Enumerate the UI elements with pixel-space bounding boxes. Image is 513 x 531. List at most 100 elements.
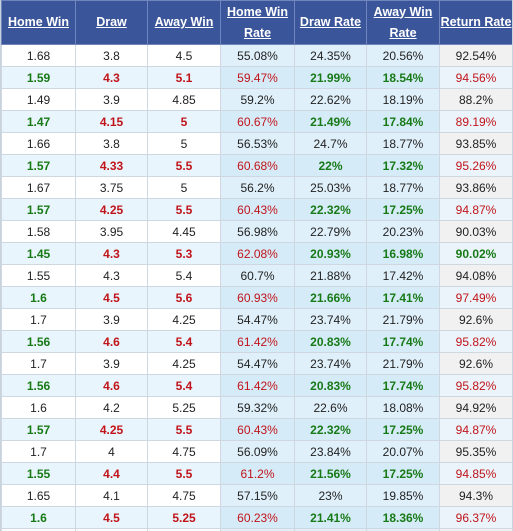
cell-away-win: 5.4 [147, 264, 221, 287]
cell-away-win: 5.3 [147, 242, 221, 265]
cell-home-win: 1.65 [1, 484, 76, 507]
cell-home-win-rate: 61.42% [220, 330, 295, 353]
cell-away-win: 4.45 [147, 220, 221, 243]
cell-home-win-rate: 59.32% [220, 396, 295, 419]
cell-home-win: 1.7 [1, 352, 76, 375]
cell-away-win: 5 [147, 176, 221, 199]
table-row: 1.47 4.15 5 60.67% 21.49% 17.84% 89.19% [1, 110, 512, 133]
table-row: 1.56 4.6 5.4 61.42% 20.83% 17.74% 95.82% [1, 374, 512, 397]
cell-away-win-rate: 20.56% [366, 44, 440, 67]
cell-home-win-rate: 57.15% [220, 484, 295, 507]
cell-home-win-rate: 60.43% [220, 418, 295, 441]
cell-draw: 4.25 [75, 418, 148, 441]
cell-draw-rate: 21.88% [294, 264, 367, 287]
cell-draw-rate: 25.03% [294, 176, 367, 199]
cell-away-win-rate: 19.85% [366, 484, 440, 507]
cell-draw: 4.33 [75, 154, 148, 177]
cell-draw-rate: 21.66% [294, 286, 367, 309]
cell-return-rate: 92.6% [439, 308, 512, 331]
cell-home-win: 1.56 [1, 330, 76, 353]
header-away-win-rate[interactable]: Away Win Rate [366, 0, 440, 45]
table-row: 1.55 4.3 5.4 60.7% 21.88% 17.42% 94.08% [1, 264, 512, 287]
cell-draw: 4.5 [75, 506, 148, 529]
cell-return-rate: 94.85% [439, 462, 512, 485]
cell-draw: 4.1 [75, 484, 148, 507]
cell-home-win-rate: 56.98% [220, 220, 295, 243]
cell-away-win-rate: 16.98% [366, 242, 440, 265]
cell-home-win-rate: 61.2% [220, 462, 295, 485]
table-row: 1.65 4.1 4.75 57.15% 23% 19.85% 94.3% [1, 484, 512, 507]
cell-draw-rate: 20.93% [294, 242, 367, 265]
cell-return-rate: 96.37% [439, 506, 512, 529]
cell-home-win: 1.55 [1, 462, 76, 485]
cell-draw: 4.2 [75, 396, 148, 419]
table-body: 1.68 3.8 4.5 55.08% 24.35% 20.56% 92.54% 1.59 4.… [1, 44, 512, 531]
cell-away-win-rate: 18.36% [366, 506, 440, 529]
table-row: 1.57 4.25 5.5 60.43% 22.32% 17.25% 94.87% [1, 198, 512, 221]
cell-draw-rate: 23.74% [294, 352, 367, 375]
cell-draw: 4.3 [75, 264, 148, 287]
cell-home-win: 1.6 [1, 286, 76, 309]
cell-away-win: 5.1 [147, 66, 221, 89]
cell-home-win-rate: 55.08% [220, 44, 295, 67]
table-row: 1.68 3.8 4.5 55.08% 24.35% 20.56% 92.54% [1, 44, 512, 67]
table-row: 1.45 4.3 5.3 62.08% 20.93% 16.98% 90.02% [1, 242, 512, 265]
cell-return-rate: 88.2% [439, 88, 512, 111]
cell-away-win: 4.85 [147, 88, 221, 111]
cell-away-win: 5.5 [147, 198, 221, 221]
header-return-rate[interactable]: Return Rate [439, 0, 512, 45]
table-row: 1.57 4.33 5.5 60.68% 22% 17.32% 95.26% [1, 154, 512, 177]
cell-home-win-rate: 60.43% [220, 198, 295, 221]
cell-home-win-rate: 59.2% [220, 88, 295, 111]
cell-draw-rate: 21.99% [294, 66, 367, 89]
cell-draw-rate: 22.32% [294, 418, 367, 441]
cell-away-win: 4.75 [147, 484, 221, 507]
cell-home-win-rate: 61.42% [220, 374, 295, 397]
cell-return-rate: 94.3% [439, 484, 512, 507]
header-draw[interactable]: Draw [75, 0, 148, 45]
cell-home-win: 1.49 [1, 88, 76, 111]
cell-home-win-rate: 54.47% [220, 308, 295, 331]
header-draw-rate[interactable]: Draw Rate [294, 0, 367, 45]
cell-draw: 4.6 [75, 330, 148, 353]
cell-home-win-rate: 60.67% [220, 110, 295, 133]
cell-away-win-rate: 18.77% [366, 132, 440, 155]
cell-return-rate: 90.02% [439, 242, 512, 265]
cell-home-win: 1.57 [1, 154, 76, 177]
cell-away-win-rate: 17.42% [366, 264, 440, 287]
cell-home-win: 1.45 [1, 242, 76, 265]
cell-away-win-rate: 18.54% [366, 66, 440, 89]
cell-home-win: 1.7 [1, 440, 76, 463]
cell-home-win: 1.59 [1, 66, 76, 89]
cell-home-win: 1.67 [1, 176, 76, 199]
cell-away-win-rate: 17.74% [366, 330, 440, 353]
cell-away-win: 5.5 [147, 154, 221, 177]
cell-away-win: 5 [147, 110, 221, 133]
cell-return-rate: 90.03% [439, 220, 512, 243]
cell-return-rate: 97.49% [439, 286, 512, 309]
cell-draw: 4.3 [75, 66, 148, 89]
cell-draw: 4.6 [75, 374, 148, 397]
header-home-win-rate[interactable]: Home Win Rate [220, 0, 295, 45]
header-away-win[interactable]: Away Win [147, 0, 221, 45]
cell-return-rate: 94.56% [439, 66, 512, 89]
cell-draw-rate: 22.79% [294, 220, 367, 243]
cell-draw: 3.9 [75, 88, 148, 111]
cell-draw-rate: 24.7% [294, 132, 367, 155]
cell-return-rate: 93.85% [439, 132, 512, 155]
table-row: 1.67 3.75 5 56.2% 25.03% 18.77% 93.86% [1, 176, 512, 199]
cell-return-rate: 93.86% [439, 176, 512, 199]
cell-return-rate: 92.54% [439, 44, 512, 67]
cell-away-win-rate: 18.19% [366, 88, 440, 111]
cell-away-win: 4.5 [147, 44, 221, 67]
table-row [1, 528, 512, 531]
header-home-win[interactable]: Home Win [1, 0, 76, 45]
cell-draw: 4 [75, 440, 148, 463]
table-row: 1.56 4.6 5.4 61.42% 20.83% 17.74% 95.82% [1, 330, 512, 353]
cell-away-win: 5.4 [147, 374, 221, 397]
cell-draw: 4.15 [75, 110, 148, 133]
cell-draw: 4.3 [75, 242, 148, 265]
cell-away-win: 5.25 [147, 396, 221, 419]
